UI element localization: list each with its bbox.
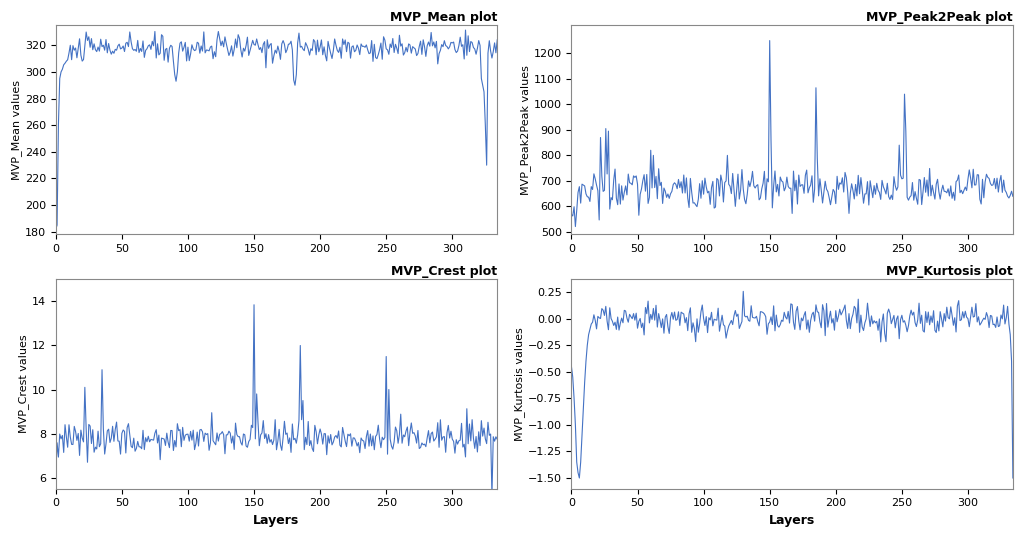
Text: MVP_Crest plot: MVP_Crest plot bbox=[391, 265, 498, 278]
Y-axis label: MVP_Mean values: MVP_Mean values bbox=[11, 80, 23, 180]
Text: MVP_Mean plot: MVP_Mean plot bbox=[390, 11, 498, 24]
Y-axis label: MVP_Peak2Peak values: MVP_Peak2Peak values bbox=[520, 65, 530, 195]
Text: MVP_Kurtosis plot: MVP_Kurtosis plot bbox=[886, 265, 1013, 278]
X-axis label: Layers: Layers bbox=[769, 514, 815, 527]
Y-axis label: MVP_Kurtosis values: MVP_Kurtosis values bbox=[514, 327, 525, 441]
X-axis label: Layers: Layers bbox=[253, 514, 300, 527]
Text: MVP_Peak2Peak plot: MVP_Peak2Peak plot bbox=[866, 11, 1013, 24]
Y-axis label: MVP_Crest values: MVP_Crest values bbox=[18, 335, 29, 433]
